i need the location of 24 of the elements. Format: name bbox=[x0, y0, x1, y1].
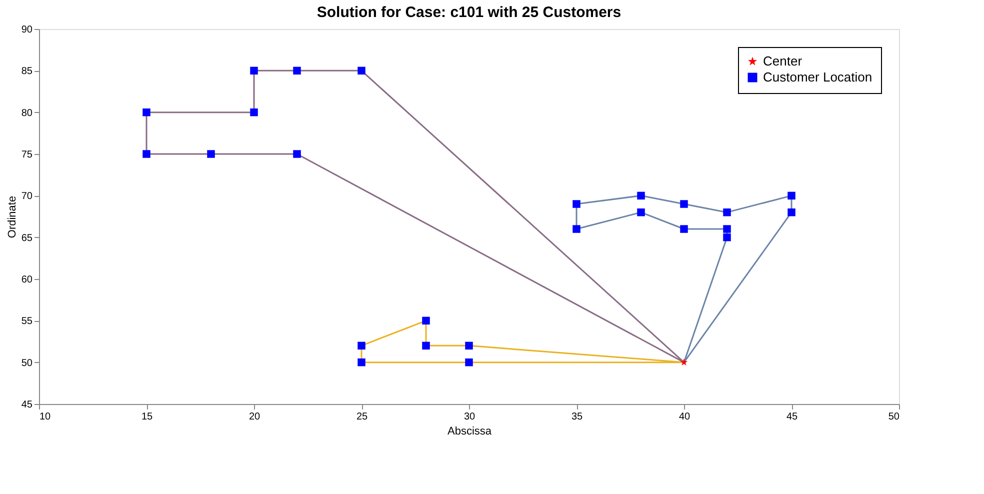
legend-label: Customer Location bbox=[763, 70, 872, 84]
y-tick-label: 65 bbox=[21, 232, 33, 244]
x-tick-label: 50 bbox=[888, 412, 900, 422]
y-tick-label: 55 bbox=[21, 316, 33, 328]
y-tick-label: 75 bbox=[21, 150, 33, 160]
y-tick-label: 45 bbox=[21, 400, 33, 410]
y-tick-label: 85 bbox=[21, 66, 33, 78]
x-axis-title: Abscissa bbox=[447, 426, 492, 438]
y-tick-label: 60 bbox=[21, 274, 33, 286]
y-tick-label: 70 bbox=[21, 191, 33, 202]
legend-label: Center bbox=[763, 54, 803, 68]
x-tick-label: 25 bbox=[356, 412, 368, 422]
x-tick-label: 35 bbox=[571, 412, 583, 422]
y-tick-label: 80 bbox=[21, 108, 33, 119]
x-tick-label: 20 bbox=[248, 412, 260, 422]
x-tick-label: 45 bbox=[786, 412, 798, 422]
x-tick-label: 10 bbox=[40, 412, 52, 422]
y-tick-label: 90 bbox=[21, 24, 33, 36]
chart-title: Solution for Case: c101 with 25 Customers bbox=[316, 4, 622, 21]
y-axis-title: Ordinate bbox=[6, 196, 18, 238]
y-tick-label: 50 bbox=[21, 358, 33, 369]
x-tick-label: 40 bbox=[678, 412, 690, 422]
x-tick-label: 30 bbox=[464, 412, 476, 422]
x-tick-label: 15 bbox=[141, 412, 153, 422]
